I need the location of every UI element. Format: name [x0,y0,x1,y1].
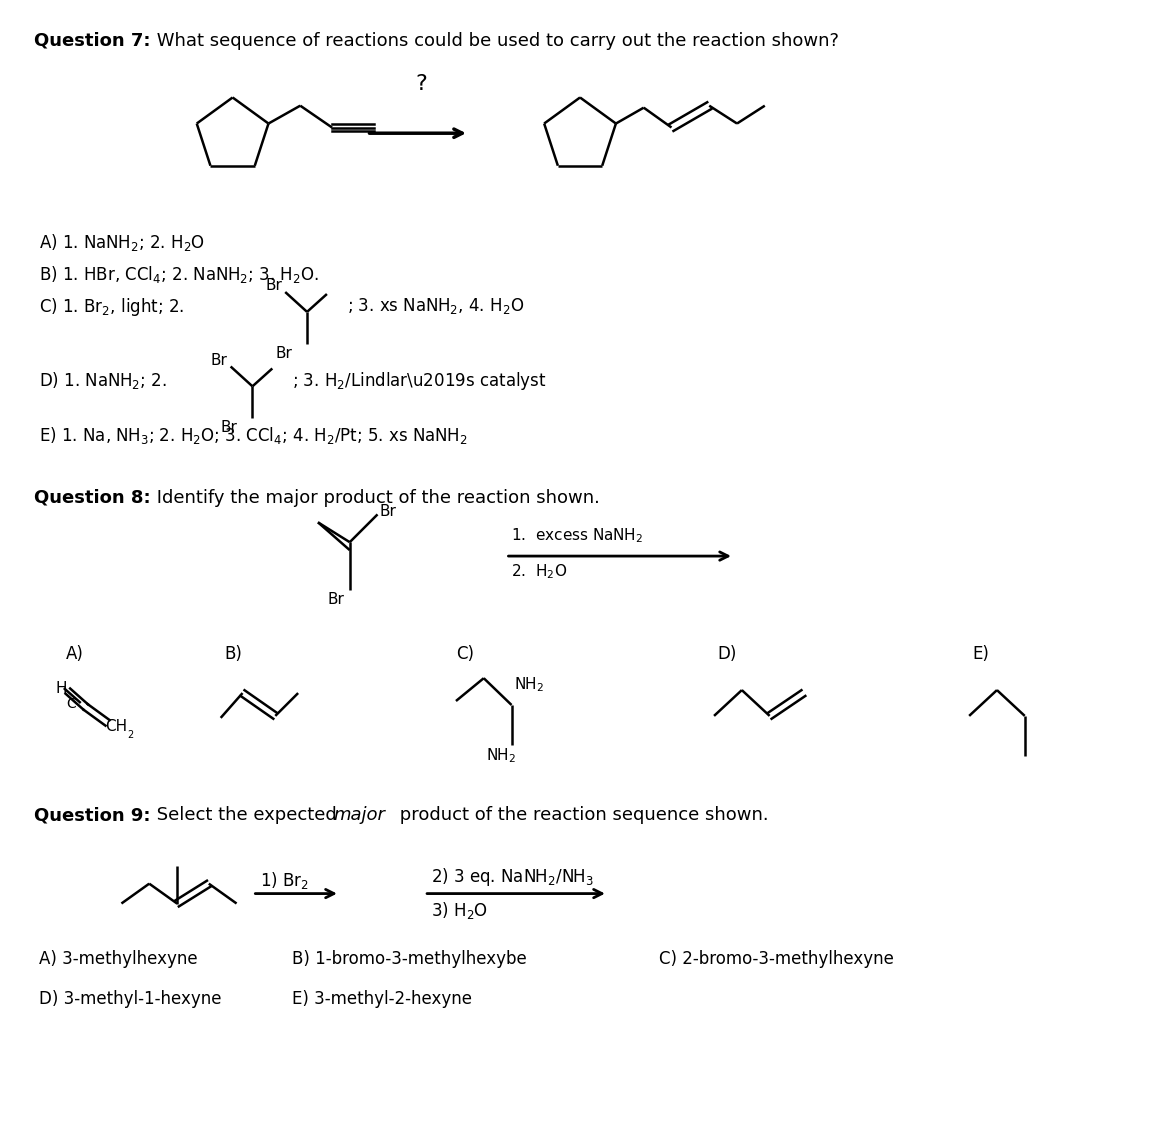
Text: Select the expected: Select the expected [151,806,343,824]
Text: Question 7:: Question 7: [34,32,151,50]
Text: ; 3. H$_2$/Lindlar\u2019s catalyst: ; 3. H$_2$/Lindlar\u2019s catalyst [292,371,546,392]
Text: CH: CH [105,719,128,734]
Text: D): D) [717,645,736,663]
Text: Identify the major product of the reaction shown.: Identify the major product of the reacti… [151,489,600,507]
Text: C) 2-bromo-3-methylhexyne: C) 2-bromo-3-methylhexyne [660,950,894,968]
Text: $_2$: $_2$ [128,727,135,741]
Text: ?: ? [415,74,427,94]
Text: major: major [333,806,386,824]
Text: E): E) [972,645,989,663]
Text: product of the reaction sequence shown.: product of the reaction sequence shown. [394,806,769,824]
Text: E) 3-methyl-2-hexyne: E) 3-methyl-2-hexyne [292,990,473,1008]
Text: C): C) [456,645,474,663]
Text: A): A) [66,645,84,663]
Text: Br: Br [275,346,292,361]
Text: E) 1. Na, NH$_3$; 2. H$_2$O; 3. CCl$_4$; 4. H$_2$/Pt; 5. xs NaNH$_2$: E) 1. Na, NH$_3$; 2. H$_2$O; 3. CCl$_4$;… [39,425,468,446]
Text: Br: Br [221,420,238,435]
Text: What sequence of reactions could be used to carry out the reaction shown?: What sequence of reactions could be used… [151,32,839,50]
Text: NH$_2$: NH$_2$ [486,746,516,765]
Text: Br: Br [328,592,345,607]
Text: Question 9:: Question 9: [34,806,151,824]
Text: B) 1. HBr, CCl$_4$; 2. NaNH$_2$; 3. H$_2$O.: B) 1. HBr, CCl$_4$; 2. NaNH$_2$; 3. H$_2… [39,264,319,286]
Text: Br: Br [266,278,282,293]
Text: Br: Br [211,353,228,367]
Text: C) 1. Br$_2$, light; 2.: C) 1. Br$_2$, light; 2. [39,296,184,318]
Text: Br: Br [379,505,397,519]
Text: H: H [56,682,68,696]
Text: B): B) [225,645,242,663]
Text: C: C [66,697,76,711]
Text: NH$_2$: NH$_2$ [514,675,544,694]
Text: B) 1-bromo-3-methylhexybe: B) 1-bromo-3-methylhexybe [292,950,526,968]
Text: Question 8:: Question 8: [34,489,151,507]
Text: D) 3-methyl-1-hexyne: D) 3-methyl-1-hexyne [39,990,221,1008]
Text: ; 3. xs NaNH$_2$, 4. H$_2$O: ; 3. xs NaNH$_2$, 4. H$_2$O [346,296,524,316]
Text: 2.  H$_2$O: 2. H$_2$O [510,562,566,581]
Text: 1.  excess NaNH$_2$: 1. excess NaNH$_2$ [510,526,642,545]
Text: A) 3-methylhexyne: A) 3-methylhexyne [39,950,198,968]
Text: D) 1. NaNH$_2$; 2.: D) 1. NaNH$_2$; 2. [39,371,167,391]
Text: 1) Br$_2$: 1) Br$_2$ [261,870,309,891]
Text: 2) 3 eq. NaNH$_2$/NH$_3$: 2) 3 eq. NaNH$_2$/NH$_3$ [431,865,594,888]
Text: A) 1. NaNH$_2$; 2. H$_2$O: A) 1. NaNH$_2$; 2. H$_2$O [39,232,205,254]
Text: 3) H$_2$O: 3) H$_2$O [431,899,488,921]
